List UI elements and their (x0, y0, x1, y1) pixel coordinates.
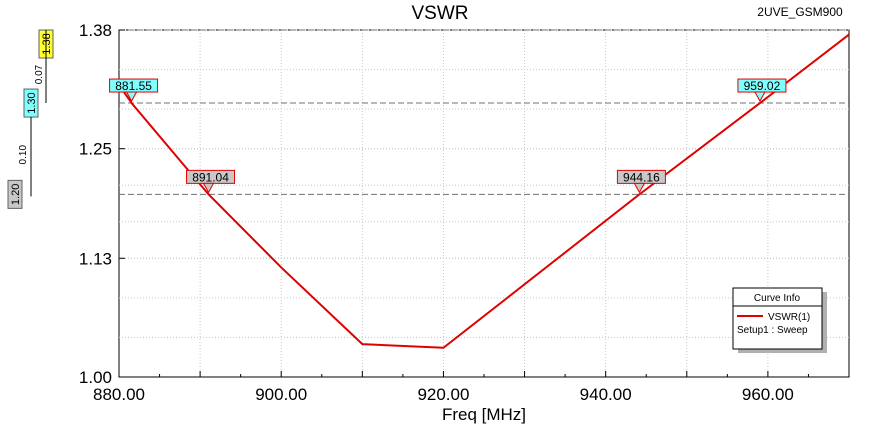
x-tick-label: 920.00 (417, 385, 469, 404)
delta-text: 0.10 (18, 145, 29, 165)
x-tick-label: 880.00 (93, 385, 145, 404)
marker-pointer (754, 91, 766, 103)
y-tick-label: 1.00 (79, 368, 112, 387)
reference-lines (119, 29, 849, 195)
marker[interactable]: 959.02 (737, 78, 787, 103)
marker-label: 944.16 (623, 170, 660, 184)
x-tick-label: 960.00 (742, 385, 794, 404)
marker[interactable]: 881.55 (109, 78, 159, 103)
x-tick-label: 900.00 (255, 385, 307, 404)
plot-area (118, 29, 850, 378)
marker-pointer (125, 91, 138, 103)
x-axis-ticks: 880.00 900.00 920.00 940.00 960.00 (93, 371, 850, 404)
marker-label: 891.04 (192, 170, 229, 184)
marker[interactable]: 944.16 (616, 169, 666, 194)
ref-tag-text: 1.30 (26, 92, 38, 113)
delta-label: 0.10 (18, 145, 29, 165)
ref-tag[interactable]: 1.30 (23, 88, 39, 118)
markers-layer: 881.55 891.04 944.16 959.02 (109, 78, 787, 194)
chart-title: VSWR (412, 3, 469, 24)
y-tick-label: 1.25 (79, 140, 112, 159)
ref-tag[interactable]: 1.20 (7, 179, 23, 209)
ref-tag-text: 1.20 (10, 184, 22, 205)
legend-entry-sub: Setup1 : Sweep (737, 325, 808, 336)
y-tick-label: 1.38 (79, 21, 112, 40)
project-name: 2UVE_GSM900 (757, 5, 843, 19)
y-tick-label: 1.13 (79, 249, 112, 268)
legend-title: Curve Info (754, 293, 801, 304)
delta-label: 0.07 (34, 64, 45, 84)
series-line-vswr (118, 33, 850, 349)
ref-tag-text: 1.38 (41, 33, 53, 54)
legend[interactable]: Curve Info VSWR(1) Setup1 : Sweep (732, 287, 827, 353)
marker-pointer (202, 182, 215, 194)
x-tick-label: 940.00 (580, 385, 632, 404)
marker[interactable]: 891.04 (186, 169, 236, 194)
marker-label: 881.55 (115, 79, 152, 93)
reference-tags: 1.38 1.30 1.20 0.07 0.10 (7, 29, 54, 209)
legend-entry-name: VSWR(1) (768, 312, 810, 323)
series-layer (118, 33, 850, 349)
x-axis-label: Freq [MHz] (442, 405, 526, 424)
y-axis-ticks: 1.00 1.13 1.25 1.38 (79, 21, 125, 387)
marker-label: 959.02 (744, 79, 781, 93)
ref-tag-box (7, 179, 23, 209)
marker-pointer (633, 182, 646, 194)
delta-text: 0.07 (34, 64, 45, 84)
